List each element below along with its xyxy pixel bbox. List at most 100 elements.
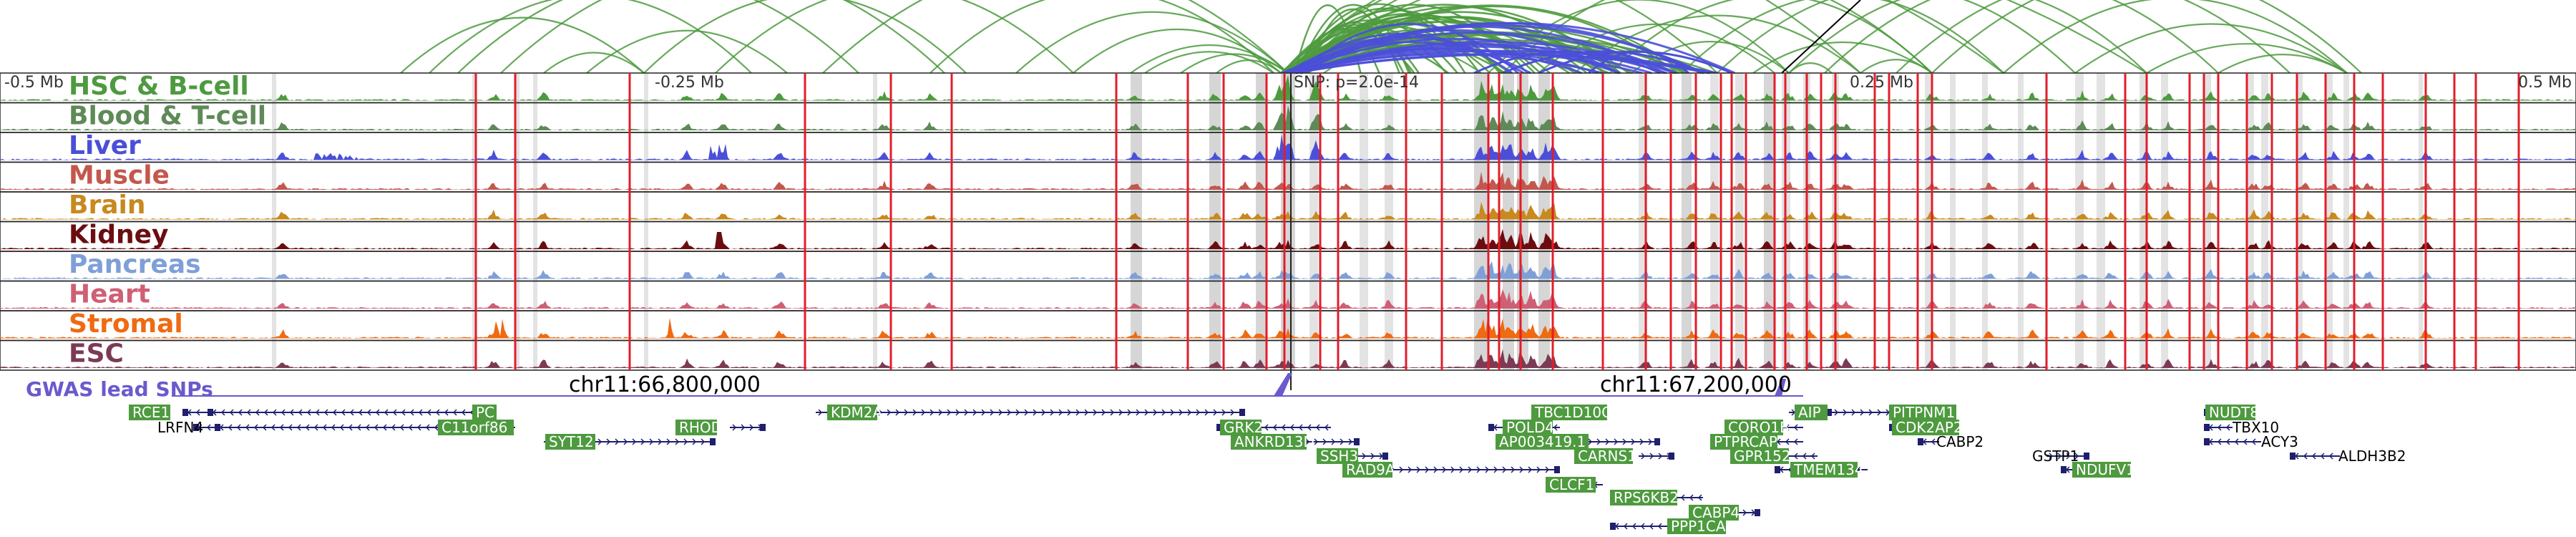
gene-label: RCE1 (132, 404, 170, 421)
gene-label-box (1667, 518, 1726, 534)
strand-arrow (1058, 409, 1063, 416)
strand-arrow (365, 424, 370, 431)
strand-arrow (1093, 409, 1098, 416)
strand-arrow (245, 424, 250, 431)
strand-arrow (305, 424, 310, 431)
strand-arrow (1118, 409, 1123, 416)
exon (215, 424, 220, 431)
strand-arrow (1289, 424, 1294, 431)
strand-arrow (341, 409, 346, 416)
strand-arrow (1450, 466, 1455, 473)
strand-arrow (1843, 409, 1848, 416)
strand-arrow (263, 409, 268, 416)
gene-rps6kb2: RPS6KB2 (1610, 489, 1703, 506)
loop-arc-liver (1588, 50, 1689, 74)
snp-lines (474, 73, 2520, 370)
gene-kdm2a: KDM2A (816, 404, 1245, 421)
exon (1239, 409, 1245, 416)
strand-arrow (1639, 438, 1644, 445)
chrom-coordinate-label: chr11:67,200,000 (1600, 372, 1792, 397)
loop-arc-liver (1287, 21, 1736, 74)
exon (1354, 438, 1360, 445)
loop-arc-liver (1300, 48, 1599, 74)
gene-label-box (438, 420, 514, 435)
loop-arc (1860, 59, 1933, 74)
strand-arrow (1468, 466, 1473, 473)
loop-arc (1896, 0, 2290, 74)
gene-label: GRK2 (1224, 419, 1263, 436)
strand-arrow (289, 409, 294, 416)
gene-label-box (1574, 448, 1633, 464)
strand-arrow (1834, 409, 1839, 416)
gene-label-box (1889, 405, 1956, 420)
strand-arrow (1689, 494, 1694, 501)
strand-arrow (692, 438, 697, 445)
strand-arrow (1623, 523, 1628, 530)
strand-arrow (2066, 453, 2071, 460)
loop-arc (822, 0, 1289, 74)
strand-arrow (2049, 453, 2054, 460)
loop-arc (400, 16, 645, 74)
strand-arrow (1614, 438, 1619, 445)
strand-arrow (1802, 453, 1807, 460)
strand-arrow (1153, 409, 1158, 416)
strand-arrow (1144, 409, 1149, 416)
loop-arc (543, 52, 645, 74)
gene-label: ANKRD13D (1234, 433, 1314, 450)
strand-arrow (1851, 409, 1856, 416)
strand-arrow (878, 409, 883, 416)
strand-arrow (375, 409, 380, 416)
strand-arrow (374, 424, 379, 431)
gene-label: PC (476, 404, 494, 421)
strand-arrow (1416, 466, 1421, 473)
strand-arrow (2303, 453, 2308, 460)
strand-arrow (632, 438, 637, 445)
exon (710, 438, 716, 445)
strand-arrow (1179, 409, 1184, 416)
gene-ap003419-1: AP003419.1 (1496, 433, 1660, 450)
chrom-coordinate-label: chr11:66,800,000 (569, 372, 761, 397)
strand-arrow (382, 424, 387, 431)
strand-arrow (1622, 438, 1627, 445)
strand-arrow (1307, 424, 1312, 431)
strand-arrow (2217, 438, 2222, 445)
gene-label: TBC1D10C (1534, 404, 1611, 421)
strand-arrow (1298, 424, 1303, 431)
track-label: HSC & B-cell (69, 72, 249, 101)
strand-arrow (366, 409, 371, 416)
gene-aip: AIP (1789, 404, 1832, 421)
strand-arrow (1680, 494, 1685, 501)
axis-tick-label: 0.5 Mb (2518, 74, 2572, 92)
gene-ndufv1: NDUFV1 (2061, 461, 2135, 478)
strand-arrow (332, 409, 337, 416)
gene-rce1: RCE1 (129, 404, 208, 421)
exon (1654, 438, 1660, 445)
gene-label: GPR152 (1734, 448, 1791, 465)
strand-arrow (2057, 453, 2062, 460)
strand-arrow (391, 424, 396, 431)
strand-arrow (1596, 438, 1601, 445)
strand-arrow (434, 424, 439, 431)
strand-arrow (1502, 466, 1507, 473)
strand-arrow (701, 438, 706, 445)
loop-arc-liver (1289, 32, 1513, 74)
exon (193, 424, 199, 431)
gene-label-box (129, 405, 170, 420)
gene-label-box (1892, 420, 1959, 435)
strand-arrow (270, 424, 275, 431)
gwas-peak (1775, 379, 1786, 396)
strand-arrow (399, 424, 404, 431)
strand-arrow (298, 409, 303, 416)
loop-arc (586, 29, 788, 74)
strand-arrow (426, 409, 431, 416)
track-label: ESC (69, 339, 124, 369)
strand-arrow (1041, 409, 1046, 416)
strand-arrow (904, 409, 909, 416)
loop-arc-liver (1473, 50, 1661, 74)
gene-tbc1d10c: TBC1D10C (1531, 404, 1611, 421)
gene-label-box (1317, 448, 1358, 464)
strand-arrow (818, 409, 823, 416)
strand-arrow (349, 409, 354, 416)
gene-acy3: ACY3 (2204, 433, 2298, 450)
gene-pc: PC (208, 404, 497, 421)
